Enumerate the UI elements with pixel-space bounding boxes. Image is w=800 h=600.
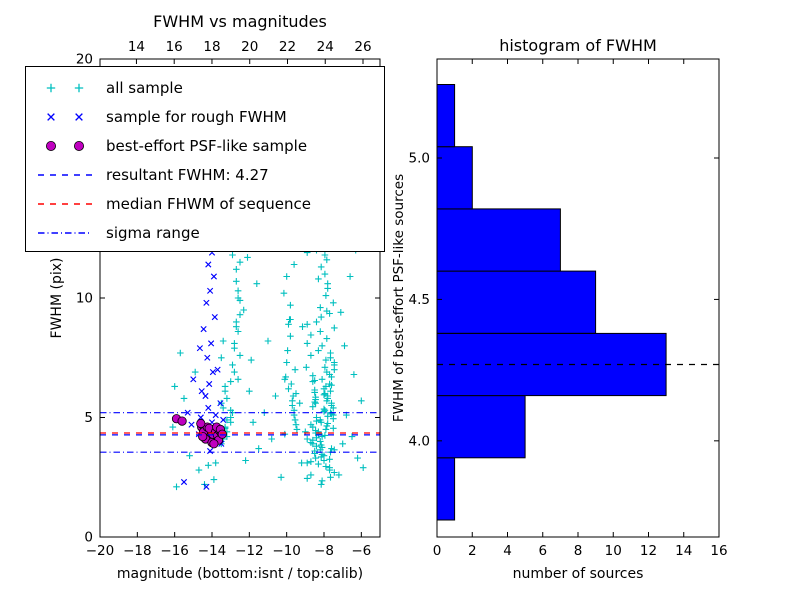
svg-text:14: 14 <box>675 543 692 559</box>
svg-text:6: 6 <box>538 543 547 559</box>
left-bottom-ticks: −20 −18 −16 −14 −12 −10 −8 −6 <box>86 532 371 559</box>
dashdot-marker-icon <box>38 231 92 234</box>
svg-text:−12: −12 <box>235 543 264 559</box>
legend-item-5: sigma range <box>34 218 384 247</box>
x-marker-icon <box>47 112 83 121</box>
svg-text:10: 10 <box>76 291 93 307</box>
left-reference-lines <box>100 412 380 453</box>
svg-text:12: 12 <box>640 543 657 559</box>
svg-text:4.0: 4.0 <box>409 433 430 449</box>
svg-text:−18: −18 <box>123 543 152 559</box>
svg-text:14: 14 <box>128 39 145 55</box>
legend-item-1: sample for rough FWHM <box>34 102 384 131</box>
legend-item-3: resultant FWHM: 4.27 <box>34 160 384 189</box>
legend-label: sigma range <box>106 223 200 242</box>
svg-text:24: 24 <box>317 39 334 55</box>
right-chart-title: histogram of FWHM <box>499 36 657 55</box>
dashed-marker-icon <box>38 202 92 205</box>
histogram-bars <box>436 84 667 521</box>
left-x-axis-label: magnitude (bottom:isnt / top:calib) <box>116 566 364 582</box>
svg-text:−8: −8 <box>314 543 334 559</box>
left-series-x <box>180 249 227 490</box>
legend-item-2: best-effort PSF-like sample <box>34 131 384 160</box>
svg-text:−20: −20 <box>86 543 115 559</box>
svg-text:16: 16 <box>710 543 727 559</box>
svg-text:10: 10 <box>605 543 622 559</box>
svg-text:4: 4 <box>503 543 512 559</box>
svg-text:18: 18 <box>203 39 220 55</box>
left-series-circle <box>171 414 227 449</box>
svg-text:2: 2 <box>468 543 477 559</box>
legend-label: sample for rough FWHM <box>106 107 287 126</box>
svg-text:5: 5 <box>84 410 93 426</box>
left-chart-title: FWHM vs magnitudes <box>153 12 327 31</box>
legend: all sample sample for rough FWHM best-effo… <box>25 66 385 252</box>
svg-text:22: 22 <box>279 39 296 55</box>
svg-text:0: 0 <box>84 530 93 546</box>
svg-text:8: 8 <box>574 543 583 559</box>
left-series-plus <box>169 237 367 491</box>
dashed-marker-icon <box>38 173 92 176</box>
right-y-ticks: 4.0 4.5 5.0 <box>409 150 719 449</box>
svg-text:0: 0 <box>433 543 442 559</box>
circle-marker-icon <box>45 140 85 151</box>
right-x-ticks: 0 2 4 6 8 10 12 14 16 <box>433 59 728 559</box>
svg-text:5.0: 5.0 <box>409 150 430 166</box>
svg-text:20: 20 <box>76 52 93 68</box>
legend-label: best-effort PSF-like sample <box>106 136 308 155</box>
svg-text:4.5: 4.5 <box>409 292 430 308</box>
legend-label: all sample <box>106 78 183 97</box>
right-y-axis-label: FWHM of best-effort PSF-like sources <box>391 173 407 423</box>
legend-item-4: median FHWM of sequence <box>34 189 384 218</box>
svg-text:−6: −6 <box>351 543 371 559</box>
legend-label: median FHWM of sequence <box>106 194 311 213</box>
svg-text:−10: −10 <box>272 543 301 559</box>
legend-item-0: all sample <box>34 73 384 102</box>
plus-marker-icon <box>46 83 84 92</box>
legend-label: resultant FWHM: 4.27 <box>106 165 269 184</box>
right-x-axis-label: number of sources <box>512 566 644 582</box>
svg-text:16: 16 <box>166 39 183 55</box>
svg-text:20: 20 <box>241 39 258 55</box>
svg-text:26: 26 <box>354 39 371 55</box>
svg-text:−16: −16 <box>160 543 189 559</box>
svg-text:−14: −14 <box>198 543 227 559</box>
left-top-ticks: 14 16 18 20 22 24 26 <box>128 39 372 64</box>
